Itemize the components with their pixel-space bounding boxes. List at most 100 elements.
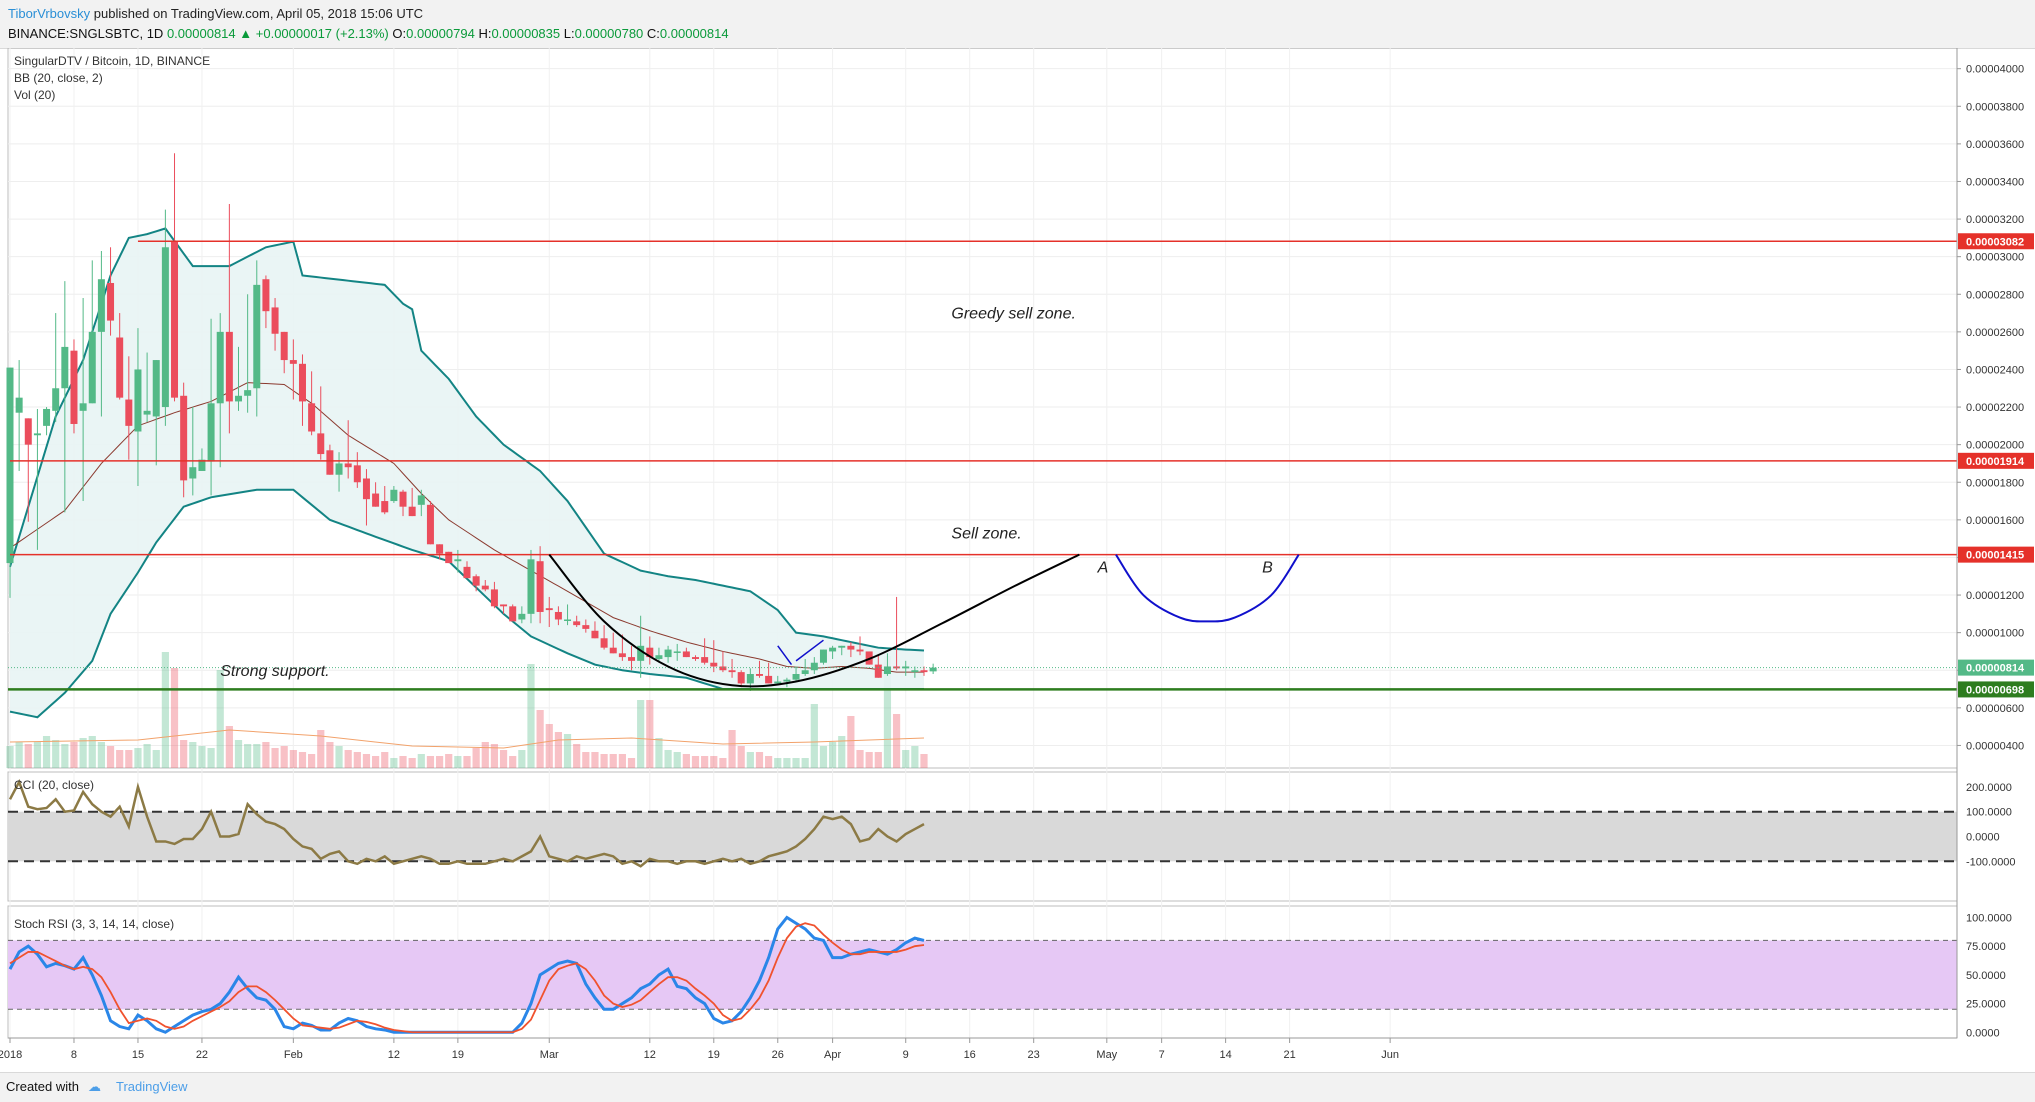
candle-body[interactable] <box>445 551 453 564</box>
candle-body[interactable] <box>79 403 87 411</box>
candle-body[interactable] <box>874 664 882 678</box>
candle-body[interactable] <box>152 360 160 417</box>
candle-body[interactable] <box>911 670 919 673</box>
candle-body[interactable] <box>527 559 535 614</box>
candle-body[interactable] <box>929 667 937 672</box>
candle-body[interactable] <box>399 491 407 507</box>
path-b-curve[interactable] <box>1115 554 1300 623</box>
candle-body[interactable] <box>810 662 818 671</box>
candle-body[interactable] <box>883 666 891 675</box>
candle-body[interactable] <box>171 241 179 398</box>
candle-body[interactable] <box>390 489 398 502</box>
candle-body[interactable] <box>564 619 572 621</box>
candle-body[interactable] <box>582 625 590 629</box>
candle-body[interactable] <box>408 506 416 517</box>
candle-body[interactable] <box>765 675 773 684</box>
candle-body[interactable] <box>490 589 498 607</box>
candle-body[interactable] <box>509 606 517 622</box>
candle-body[interactable] <box>43 408 51 426</box>
candle-body[interactable] <box>481 585 489 590</box>
tradingview-brand-link[interactable]: TradingView <box>116 1079 188 1094</box>
candle-body[interactable] <box>755 674 763 676</box>
candle-body[interactable] <box>298 363 306 402</box>
candle-body[interactable] <box>618 653 626 658</box>
author-link[interactable]: TiborVrbovsky <box>8 6 91 21</box>
candle-body[interactable] <box>189 467 197 479</box>
candle-body[interactable] <box>33 433 41 436</box>
candle-body[interactable] <box>819 649 827 663</box>
candle-body[interactable] <box>253 284 261 389</box>
candle-body[interactable] <box>61 346 69 389</box>
candle-body[interactable] <box>353 465 361 483</box>
candle-body[interactable] <box>417 495 425 505</box>
candle-body[interactable] <box>692 657 699 659</box>
candle-body[interactable] <box>180 395 188 481</box>
candle-body[interactable] <box>719 666 727 671</box>
candle-body[interactable] <box>426 504 434 545</box>
candle-body[interactable] <box>317 433 325 455</box>
candle-body[interactable] <box>308 403 316 432</box>
candle-body[interactable] <box>372 493 380 507</box>
candle-body[interactable] <box>344 463 352 468</box>
candle-body[interactable] <box>783 679 791 682</box>
candle-body[interactable] <box>847 645 855 650</box>
candle-body[interactable] <box>856 649 864 652</box>
candle-body[interactable] <box>6 367 14 564</box>
candle-body[interactable] <box>829 647 837 652</box>
candle-body[interactable] <box>554 611 562 620</box>
candle-body[interactable] <box>545 608 553 611</box>
candle-body[interactable] <box>682 651 690 658</box>
candle-body[interactable] <box>436 544 444 554</box>
candle-body[interactable] <box>198 459 206 471</box>
candle-body[interactable] <box>125 399 133 426</box>
candle-body[interactable] <box>600 638 608 648</box>
candle-body[interactable] <box>701 657 709 663</box>
blue-arrow-drawing[interactable] <box>777 639 824 666</box>
candle-body[interactable] <box>70 350 78 424</box>
candle-body[interactable] <box>225 331 233 402</box>
candle-body[interactable] <box>235 395 242 402</box>
candle-body[interactable] <box>609 647 617 654</box>
chart-area[interactable]: Greedy sell zone. Sell zone. Strong suppor… <box>0 48 2035 1072</box>
candle-body[interactable] <box>326 450 334 475</box>
candle-body[interactable] <box>97 279 105 332</box>
candle-body[interactable] <box>161 247 169 408</box>
candle-body[interactable] <box>88 331 96 404</box>
candle-body[interactable] <box>107 282 115 321</box>
candle-body[interactable] <box>591 630 599 639</box>
candle-body[interactable] <box>362 478 370 500</box>
candle-body[interactable] <box>536 561 544 612</box>
candle-body[interactable] <box>463 566 471 579</box>
candle-body[interactable] <box>646 647 654 658</box>
candle-body[interactable] <box>500 604 508 607</box>
candle-body[interactable] <box>518 613 526 620</box>
candle-body[interactable] <box>335 463 343 475</box>
candle-body[interactable] <box>838 645 846 648</box>
candle-body[interactable] <box>216 331 224 404</box>
candle-body[interactable] <box>737 672 745 684</box>
candle-body[interactable] <box>655 655 663 659</box>
candle-body[interactable] <box>774 681 782 684</box>
candle-body[interactable] <box>710 662 718 667</box>
horizontal-levels[interactable] <box>8 240 1957 691</box>
drawings[interactable]: Greedy sell zone. Sell zone. Strong suppor… <box>220 306 1300 688</box>
candle-body[interactable] <box>280 331 288 361</box>
candle-body[interactable] <box>207 403 215 462</box>
candle-body[interactable] <box>628 657 636 661</box>
candle-body[interactable] <box>728 670 736 673</box>
candle-body[interactable] <box>673 651 681 653</box>
candlesticks[interactable] <box>6 153 937 691</box>
candle-body[interactable] <box>116 337 124 398</box>
candle-body[interactable] <box>143 410 151 415</box>
candle-body[interactable] <box>244 390 252 396</box>
candle-body[interactable] <box>792 674 800 680</box>
candle-body[interactable] <box>472 576 480 586</box>
candle-body[interactable] <box>573 621 581 626</box>
candle-body[interactable] <box>920 670 928 673</box>
candle-body[interactable] <box>801 670 809 675</box>
candle-body[interactable] <box>381 501 389 513</box>
candle-body[interactable] <box>134 369 142 432</box>
candle-body[interactable] <box>746 674 754 684</box>
candle-body[interactable] <box>262 279 270 312</box>
candle-body[interactable] <box>15 397 23 413</box>
